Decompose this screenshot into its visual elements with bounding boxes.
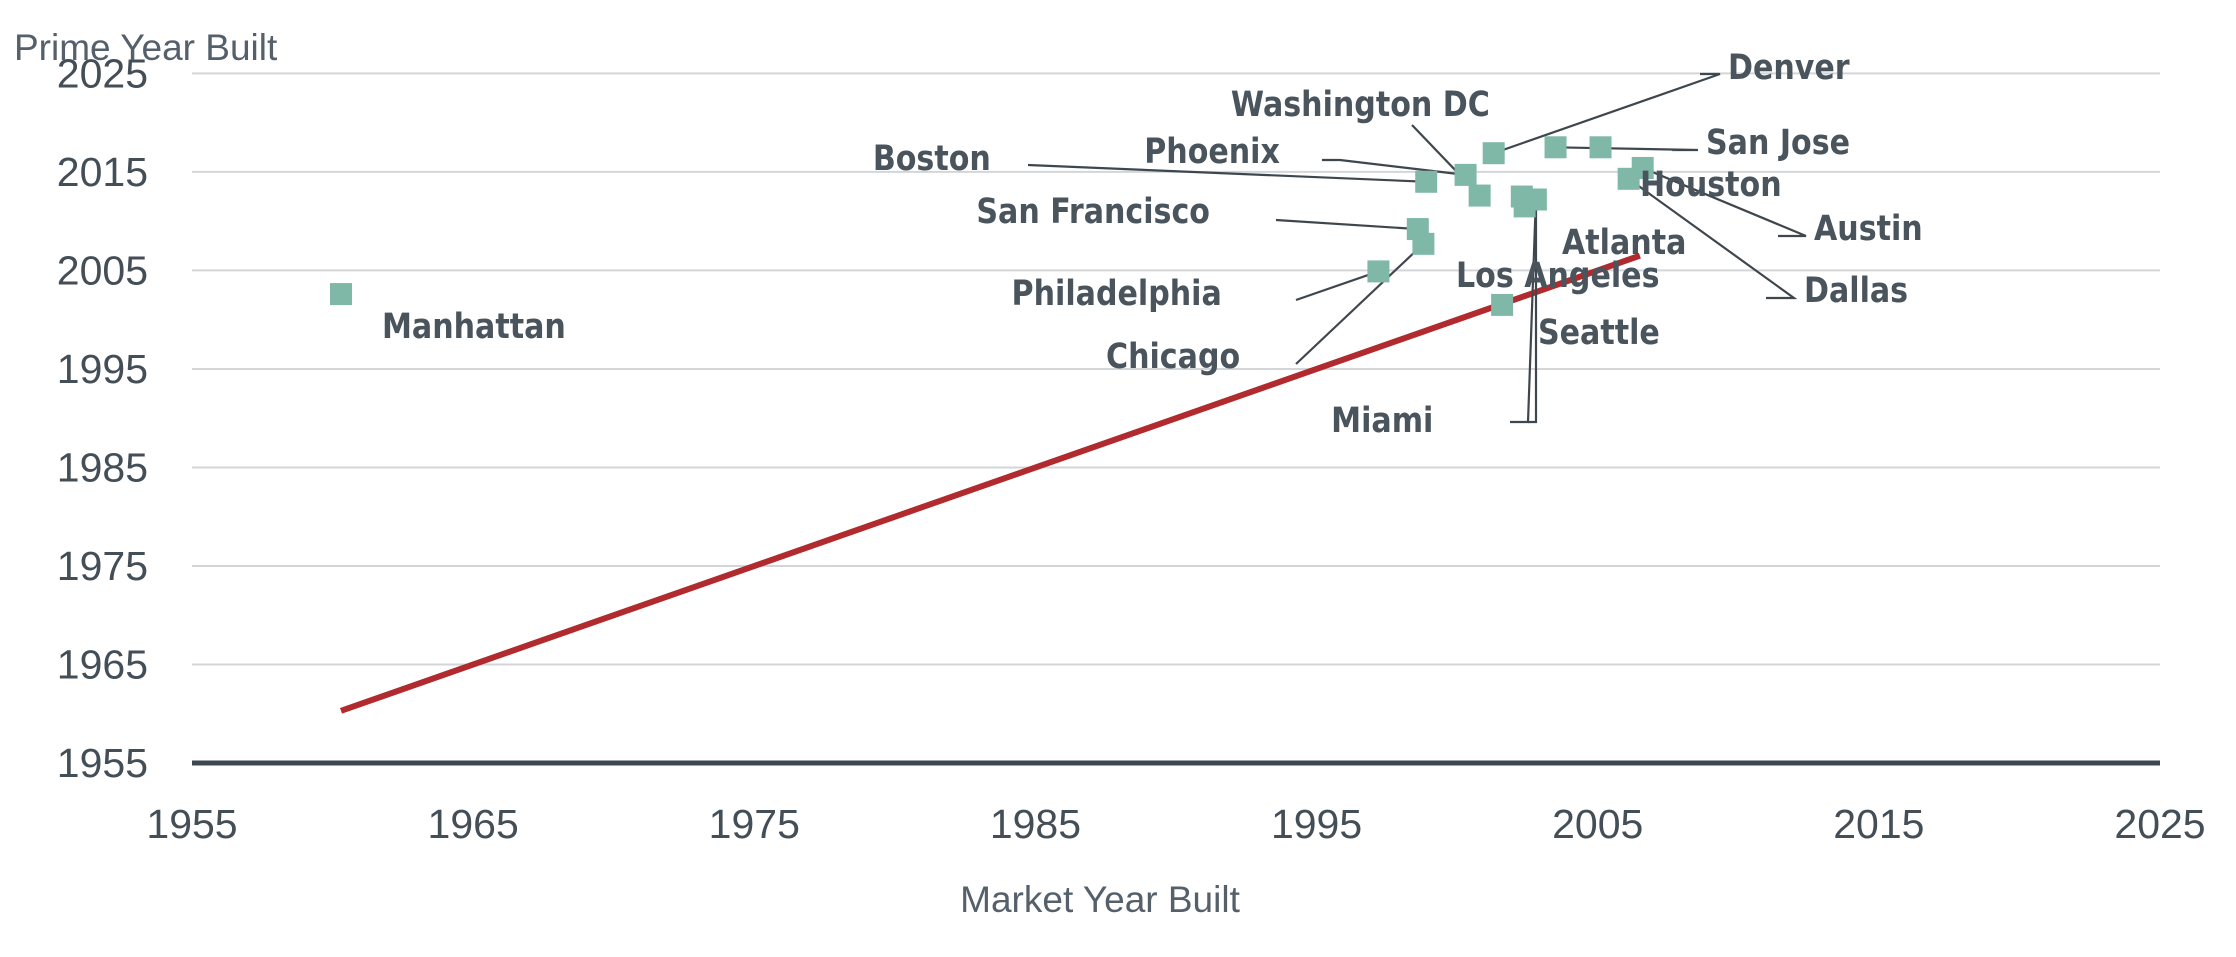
y-tick-label: 1965 xyxy=(57,641,148,687)
point-san-jose xyxy=(1544,136,1567,159)
label-san-francisco: San Francisco xyxy=(976,191,1210,232)
y-axis-ticks: 1955 1965 1975 1985 1995 2005 2015 2025 xyxy=(57,50,148,786)
label-austin: Austin xyxy=(1814,208,1923,249)
leader-austin xyxy=(1642,166,1807,238)
label-washington-dc: Washington DC xyxy=(1231,84,1490,125)
point-miami xyxy=(1524,188,1547,211)
x-tick-label: 1995 xyxy=(1271,801,1362,847)
leader-san-francisco xyxy=(1275,218,1418,231)
label-denver: Denver xyxy=(1728,47,1850,88)
y-tick-label: 1955 xyxy=(57,740,148,786)
y-axis-title: Prime Year Built xyxy=(14,27,278,68)
x-tick-label: 2025 xyxy=(2114,801,2205,847)
label-dallas: Dallas xyxy=(1804,270,1908,311)
label-phoenix: Phoenix xyxy=(1144,131,1280,172)
x-tick-label: 2015 xyxy=(1833,801,1924,847)
y-tick-label: 1975 xyxy=(57,543,148,589)
x-tick-label: 2005 xyxy=(1552,801,1643,847)
label-miami: Miami xyxy=(1331,400,1433,441)
label-manhattan: Manhattan xyxy=(382,306,566,347)
x-tick-label: 1955 xyxy=(146,801,237,847)
point-phoenix xyxy=(1454,163,1477,186)
x-axis-title: Market Year Built xyxy=(960,879,1240,920)
leader-miami-stem xyxy=(1528,207,1538,424)
label-philadelphia: Philadelphia xyxy=(1012,273,1222,314)
leader-philadelphia xyxy=(1295,270,1379,302)
point-austin xyxy=(1631,156,1654,179)
label-san-jose: San Jose xyxy=(1706,122,1850,163)
label-seattle: Seattle xyxy=(1538,312,1660,353)
label-atlanta: Atlanta xyxy=(1562,222,1686,263)
point-seattle xyxy=(1491,293,1514,316)
leader-denver xyxy=(1493,72,1721,155)
x-tick-label: 1975 xyxy=(709,801,800,847)
y-tick-label: 1995 xyxy=(57,346,148,392)
data-points xyxy=(330,136,1654,316)
x-tick-label: 1965 xyxy=(428,801,519,847)
leader-phoenix xyxy=(1322,158,1466,176)
y-tick-label: 2025 xyxy=(57,50,148,96)
label-chicago: Chicago xyxy=(1106,336,1240,377)
leader-chicago xyxy=(1295,243,1425,365)
point-philadelphia xyxy=(1367,260,1390,283)
label-leaders xyxy=(1027,72,1807,424)
y-tick-label: 2015 xyxy=(57,149,148,195)
label-houston: Houston xyxy=(1640,164,1782,205)
point-chicago xyxy=(1412,232,1435,255)
label-boston: Boston xyxy=(873,138,991,179)
label-los-angeles: Los Angeles xyxy=(1456,255,1659,296)
x-axis-ticks: 1955 1965 1975 1985 1995 2005 2015 2025 xyxy=(146,801,2205,847)
leader-dallas xyxy=(1627,177,1798,300)
point-boston xyxy=(1415,170,1438,193)
point-houston xyxy=(1589,136,1612,159)
point-denver xyxy=(1482,142,1505,165)
leader-san-jose xyxy=(1555,146,1699,152)
y-tick-label: 2005 xyxy=(57,247,148,293)
point-washington-dc xyxy=(1468,184,1491,207)
leader-boston xyxy=(1027,163,1427,183)
trend-line xyxy=(340,252,1641,714)
x-tick-label: 1985 xyxy=(990,801,1081,847)
y-tick-label: 1985 xyxy=(57,444,148,490)
data-labels: Manhattan Boston San Francisco Philadelphia… xyxy=(382,47,1923,441)
point-manhattan xyxy=(330,283,353,306)
leader-miami xyxy=(1510,199,1537,424)
